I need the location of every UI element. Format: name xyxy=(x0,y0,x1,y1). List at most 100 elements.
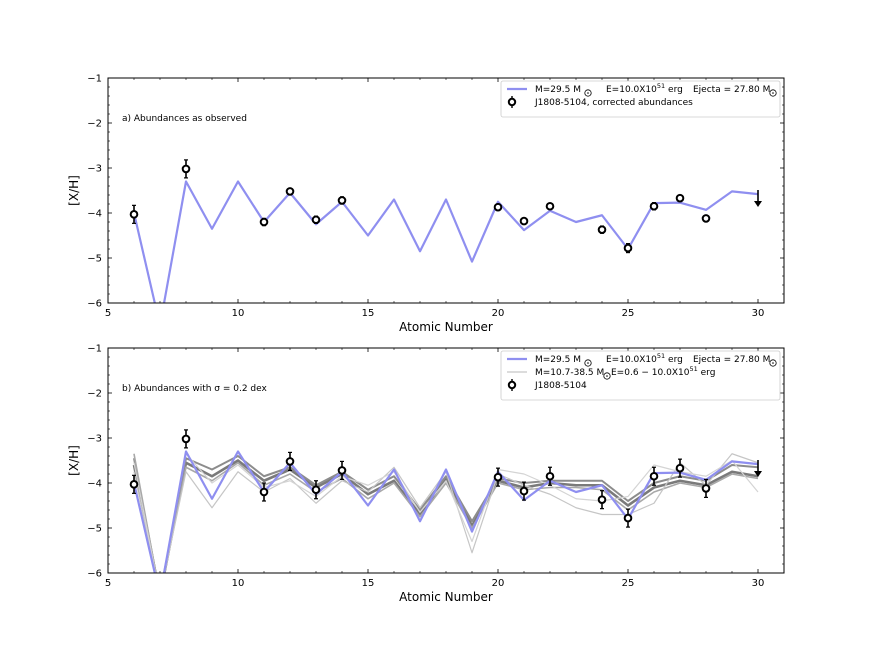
observed-point xyxy=(129,210,139,219)
observed-point xyxy=(649,471,659,481)
sun-symbol-icon xyxy=(769,359,777,367)
sun-symbol-icon xyxy=(769,89,777,97)
upper-limit-arrow xyxy=(754,471,762,477)
ensemble-line-1 xyxy=(133,455,759,573)
upper-limit-arrow xyxy=(754,201,762,207)
chart-panel-a: 5 10 15 20 25 30 −6 −5 −4 −3 −2 −1 Atomic Number [X/H… xyxy=(67,74,785,334)
observed-point xyxy=(181,164,191,174)
legend-marker xyxy=(507,380,517,390)
y-tick-label: −4 xyxy=(87,479,102,490)
legend-range-mass: M=10.7-38.5 M xyxy=(535,368,604,378)
x-tick-label: 30 xyxy=(752,578,765,589)
x-tick-label: 15 xyxy=(362,578,375,589)
y-tick-label: −6 xyxy=(87,299,102,310)
ensemble-line-0 xyxy=(132,459,759,573)
observed-point xyxy=(623,513,633,523)
observed-point xyxy=(701,484,711,493)
energy-exponent: 51 xyxy=(657,352,665,360)
x-tick-label: 25 xyxy=(622,578,635,589)
energy-base: E=10.0X10 xyxy=(606,355,657,365)
energy-exponent: 51 xyxy=(657,82,665,90)
legend-box xyxy=(500,80,781,118)
observed-point xyxy=(519,216,529,226)
observed-point xyxy=(285,187,295,196)
y-tick-label: −2 xyxy=(87,389,102,400)
y-tick-label: −1 xyxy=(87,344,102,355)
y-axis-label: [X/H] xyxy=(67,175,81,206)
x-tick-label: 5 xyxy=(105,308,111,319)
y-axis-label: [X/H] xyxy=(67,445,81,476)
observed-point xyxy=(337,466,347,475)
legend-range-energy: E=0.6 − 10.0X1051 erg xyxy=(611,365,715,378)
plot-area xyxy=(129,429,762,573)
observed-point xyxy=(597,225,607,234)
observed-point xyxy=(649,201,659,211)
legend-model-energy: E=10.0X1051 erg xyxy=(606,352,683,365)
x-tick-label: 15 xyxy=(362,308,375,319)
legend-marker xyxy=(507,97,517,107)
x-tick-label: 20 xyxy=(492,308,505,319)
observed-point xyxy=(181,434,191,444)
legend-star-label: J1808-5104, corrected abundances xyxy=(534,98,693,108)
range-energy-unit: erg xyxy=(698,368,716,378)
legend-star-label: J1808-5104 xyxy=(534,381,587,391)
observed-point xyxy=(285,457,295,466)
observed-point xyxy=(545,201,555,211)
x-axis-label: Atomic Number xyxy=(399,590,493,604)
x-tick-label: 10 xyxy=(232,578,245,589)
y-tick-label: −3 xyxy=(87,164,102,175)
x-axis-label: Atomic Number xyxy=(399,320,493,334)
sun-symbol-icon-dot xyxy=(772,362,774,364)
legend: M=29.5 M E=10.0X1051 erg Ejecta = 27.80 MM… xyxy=(500,350,781,401)
ensemble-line-3 xyxy=(133,453,759,573)
observed-point xyxy=(675,463,685,473)
legend-model-energy: E=10.0X1051 erg xyxy=(606,82,683,95)
observed-point xyxy=(701,214,711,223)
legend-ejecta: Ejecta = 27.80 M xyxy=(693,355,770,365)
legend-model-mass: M=29.5 M xyxy=(535,85,581,95)
y-tick-label: −5 xyxy=(87,524,102,535)
observed-point xyxy=(311,215,321,225)
observed-point xyxy=(259,487,269,497)
sun-symbol-icon-dot xyxy=(606,375,608,377)
sun-symbol-icon xyxy=(584,89,592,97)
ensemble-line-2 xyxy=(133,453,759,573)
y-tick-label: −6 xyxy=(87,569,102,580)
energy-unit: erg xyxy=(665,355,683,365)
x-tick-label: 5 xyxy=(105,578,111,589)
observed-point xyxy=(493,202,503,212)
plot-area xyxy=(129,159,762,303)
energy-unit: erg xyxy=(665,85,683,95)
observed-point xyxy=(337,196,347,205)
observed-point xyxy=(129,480,139,489)
x-tick-label: 20 xyxy=(492,578,505,589)
energy-base: E=10.0X10 xyxy=(606,85,657,95)
sun-symbol-icon-dot xyxy=(772,92,774,94)
sun-symbol-icon xyxy=(584,359,592,367)
observed-point xyxy=(545,471,555,481)
sun-symbol-icon-dot xyxy=(587,92,589,94)
range-energy-base: E=0.6 − 10.0X10 xyxy=(611,368,690,378)
y-tick-label: −4 xyxy=(87,209,102,220)
legend-model-mass: M=29.5 M xyxy=(535,355,581,365)
range-energy-exponent: 51 xyxy=(689,365,697,373)
sun-symbol-icon xyxy=(603,372,611,380)
panel-label: b) Abundances with σ = 0.2 dex xyxy=(122,384,268,394)
legend-ejecta: Ejecta = 27.80 M xyxy=(693,85,770,95)
observed-point xyxy=(519,486,529,496)
sun-symbol-icon-dot xyxy=(587,362,589,364)
panel-label: a) Abundances as observed xyxy=(122,114,247,124)
observed-point xyxy=(259,217,269,227)
observed-point xyxy=(675,193,685,203)
model-line xyxy=(132,180,759,303)
y-tick-label: −2 xyxy=(87,119,102,130)
chart-panel-b: 5 10 15 20 25 30 −6 −5 −4 −3 −2 −1 Atomic Number [X/H… xyxy=(67,344,785,604)
y-tick-label: −5 xyxy=(87,254,102,265)
observed-point xyxy=(597,495,607,504)
observed-point xyxy=(311,485,321,495)
observed-point xyxy=(493,472,503,482)
observed-point xyxy=(623,243,633,253)
legend-box xyxy=(500,350,781,401)
x-tick-label: 10 xyxy=(232,308,245,319)
